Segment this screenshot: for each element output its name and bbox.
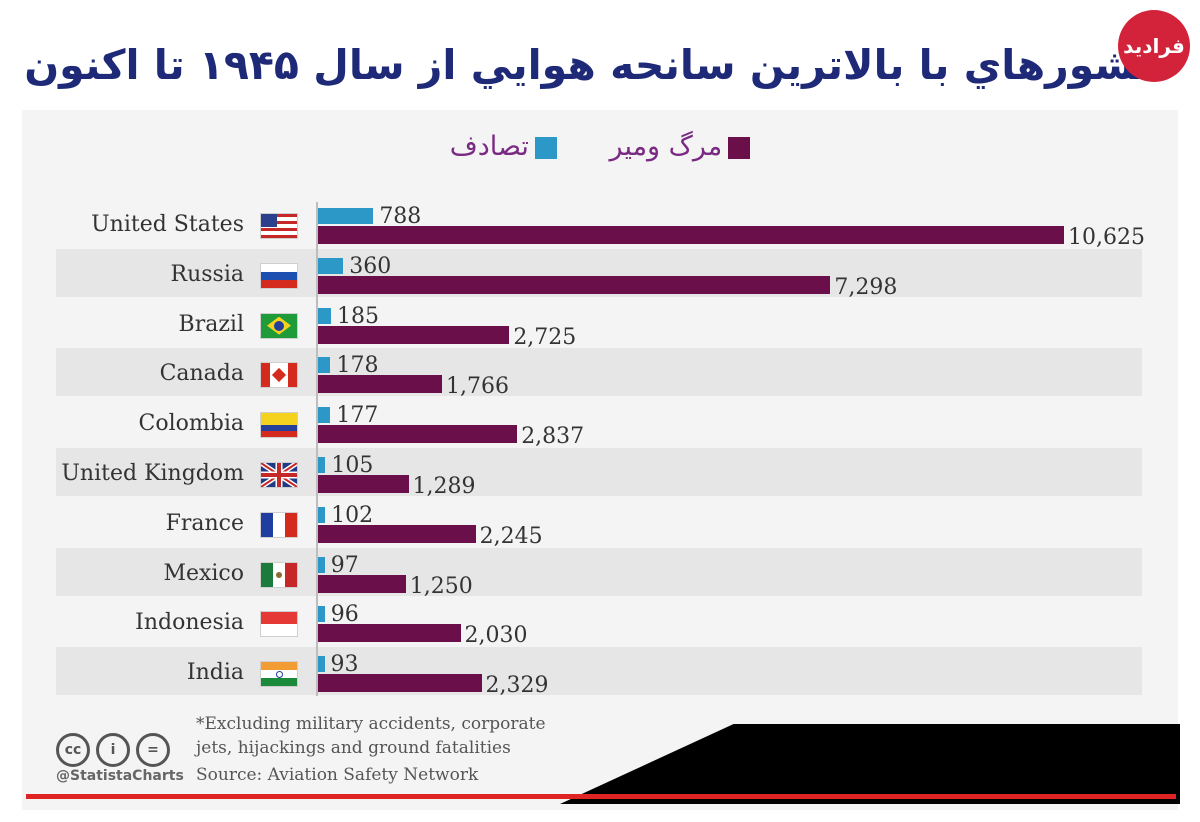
value-label-accidents: 96 [330, 602, 359, 628]
category-label: United States [91, 212, 244, 237]
bar-deaths [318, 425, 518, 444]
bar-deaths [318, 325, 510, 344]
bar-accidents [318, 307, 331, 324]
us-flag-icon [260, 213, 298, 239]
bar-deaths [318, 475, 409, 493]
bar-deaths [318, 624, 461, 643]
value-label-deaths: 1,289 [412, 474, 476, 499]
faradeed-logo: فرادید [1118, 10, 1190, 82]
value-label-accidents: 105 [331, 453, 374, 478]
category-label: Brazil [178, 311, 244, 337]
row-band [56, 547, 1142, 596]
legend: مرگ ومير تصادف [0, 124, 1200, 170]
bar-deaths [318, 524, 476, 543]
category-label: Indonesia [135, 610, 244, 636]
brazil-flag-icon [260, 312, 298, 339]
by-icon: i [96, 733, 130, 767]
bar-accidents [318, 506, 326, 523]
chart-title: کشورهاي با بالاترين سانحه هوايي از سال ۱… [24, 41, 1160, 89]
bar-deaths [318, 574, 406, 593]
value-label-accidents: 178 [336, 353, 379, 379]
value-label-accidents: 788 [379, 204, 422, 229]
value-label-accidents: 97 [330, 552, 359, 578]
legend-item-accidents: تصادف [450, 124, 557, 170]
row-band [56, 647, 1142, 696]
value-label-accidents: 93 [330, 652, 359, 678]
bar-accidents [318, 556, 325, 573]
category-label: United Kingdom [61, 461, 244, 486]
value-label-accidents: 177 [336, 403, 379, 429]
india-flag-icon [260, 661, 298, 688]
bar-accidents [318, 208, 374, 224]
value-label-deaths: 2,329 [485, 673, 549, 699]
value-label-deaths: 1,766 [445, 374, 509, 400]
value-label-deaths: 7,298 [834, 274, 898, 300]
legend-swatch-accidents [534, 136, 557, 159]
value-label-deaths: 2,245 [479, 523, 543, 549]
colombia-flag-icon [260, 412, 298, 439]
canada-flag-icon [260, 362, 298, 389]
statista-brand: @StatistaCharts [56, 768, 184, 784]
category-label: India [186, 660, 244, 686]
cc-icon: cc [56, 733, 90, 767]
nd-icon: = [136, 733, 170, 767]
value-label-deaths: 2,030 [464, 623, 528, 649]
bar-accidents [318, 357, 331, 374]
france-flag-icon [260, 511, 298, 538]
indonesia-flag-icon [260, 611, 298, 638]
row-band [56, 348, 1142, 397]
mexico-flag-icon [260, 561, 298, 588]
value-label-accidents: 360 [349, 253, 392, 279]
source-note: Source: Aviation Safety Network [196, 765, 479, 785]
bar-accidents [318, 656, 325, 673]
bar-deaths [318, 275, 831, 294]
bar-deaths [318, 375, 442, 394]
bar-deaths [318, 674, 482, 693]
value-label-deaths: 1,250 [409, 573, 473, 599]
value-label-accidents: 102 [331, 502, 374, 528]
footnote-line-1: *Excluding military accidents, corporate [196, 714, 546, 734]
legend-item-deaths: مرگ ومير [610, 124, 751, 170]
category-axis-line [316, 202, 318, 696]
legend-label-deaths: مرگ ومير [609, 131, 723, 162]
uk-flag-icon [260, 462, 298, 488]
legend-swatch-deaths [728, 136, 751, 159]
bar-accidents [318, 407, 331, 424]
russia-flag-icon [260, 262, 298, 289]
category-label: Colombia [138, 411, 244, 437]
category-label: Canada [159, 361, 244, 387]
footnote-line-2: jets, hijackings and ground fatalities [196, 738, 511, 758]
value-label-deaths: 2,725 [513, 324, 577, 350]
row-band [56, 448, 1142, 496]
category-label: Russia [170, 261, 244, 287]
value-label-deaths: 2,837 [521, 424, 585, 450]
value-label-deaths: 10,625 [1068, 225, 1145, 250]
bar-accidents [318, 257, 344, 274]
bar-accidents [318, 457, 326, 473]
decorative-red-line [26, 794, 1176, 799]
category-label: Mexico [163, 560, 244, 586]
legend-label-accidents: تصادف [449, 131, 529, 162]
value-label-accidents: 185 [336, 303, 379, 329]
bar-deaths [318, 226, 1064, 244]
bar-accidents [318, 606, 325, 623]
category-label: France [165, 510, 244, 536]
